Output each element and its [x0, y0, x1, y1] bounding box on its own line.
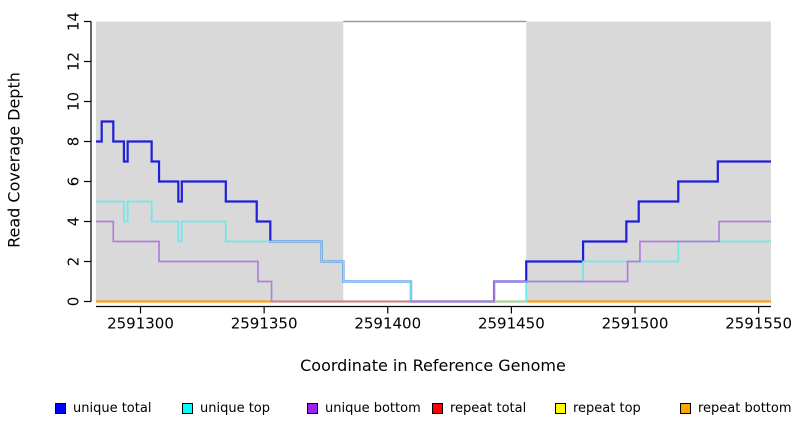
legend-label: repeat bottom [698, 400, 792, 416]
y-tick-label: 14 [65, 12, 83, 31]
legend: unique total unique top unique bottom repea… [0, 398, 792, 422]
legend-label: unique total [73, 400, 152, 416]
legend-item-unique-top: unique top [182, 398, 270, 418]
y-tick-label: 12 [65, 52, 83, 71]
coverage-plot: 0 2 4 6 8 10 12 14 2591300 2591350 2591400 2591450 2… [65, 12, 792, 333]
legend-swatch-icon [432, 402, 443, 414]
y-tick-label: 2 [65, 257, 83, 267]
x-tick-label: 2591500 [602, 315, 669, 333]
legend-item-repeat-bottom: repeat bottom [680, 398, 792, 418]
y-tick-label: 6 [65, 177, 83, 187]
legend-item-unique-total: unique total [55, 398, 151, 418]
y-axis-title-text: Read Coverage Depth [4, 72, 24, 248]
series-line-unique-total [96, 120, 771, 303]
legend-item-repeat-total: repeat total [432, 398, 526, 418]
legend-label: repeat total [450, 400, 527, 416]
y-tick-label: 4 [65, 217, 83, 227]
legend-swatch-icon [555, 402, 566, 414]
legend-item-repeat-top: repeat top [555, 398, 641, 418]
x-tick-label: 2591550 [725, 315, 792, 333]
series-line-unique-bottom [96, 220, 771, 303]
legend-swatch-icon [55, 402, 66, 414]
x-tick-label: 2591400 [354, 315, 421, 333]
legend-item-unique-bottom: unique bottom [307, 398, 421, 418]
legend-label: unique bottom [325, 400, 421, 416]
x-tick-label: 2591350 [231, 315, 298, 333]
y-tick-label: 8 [65, 137, 83, 147]
legend-label: repeat top [573, 400, 641, 416]
legend-swatch-icon [680, 402, 691, 414]
x-tick-label: 2591300 [107, 315, 174, 333]
x-axis-title: Coordinate in Reference Genome [0, 356, 792, 375]
y-tick-label: 0 [65, 297, 83, 307]
x-axis-title-text: Coordinate in Reference Genome [300, 356, 566, 375]
x-tick-label: 2591450 [478, 315, 545, 333]
y-tick-label: 10 [65, 92, 83, 111]
shaded-region [96, 21, 344, 302]
legend-label: unique top [200, 400, 271, 416]
legend-swatch-icon [182, 402, 193, 414]
legend-swatch-icon [307, 402, 318, 414]
